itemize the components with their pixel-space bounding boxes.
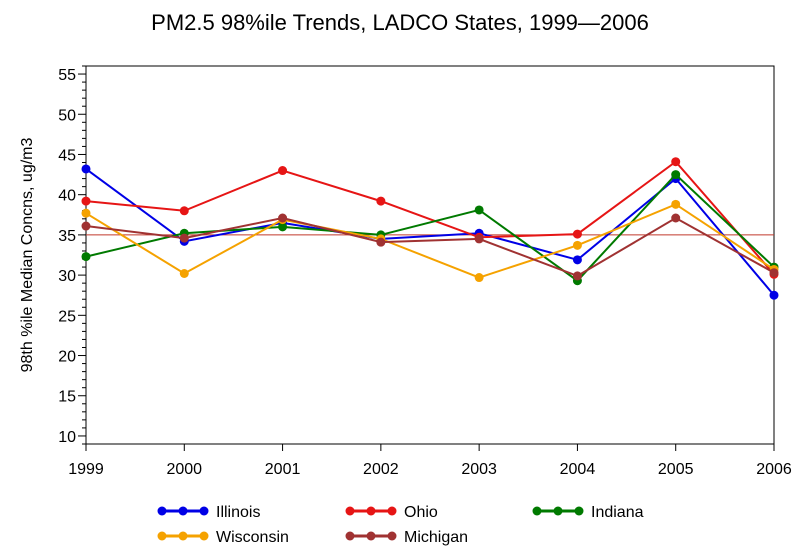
y-tick-label: 15 [58, 389, 76, 406]
legend-item-indiana: Indiana [532, 504, 644, 521]
plot-area [85, 65, 775, 445]
data-point-illinois [769, 290, 779, 300]
data-point-wisconsin [81, 208, 91, 218]
legend-marker [157, 506, 167, 516]
series-line-ohio [85, 160, 775, 275]
data-point-michigan [376, 237, 386, 247]
legend-item-ohio: Ohio [345, 504, 438, 521]
x-tick-label: 2001 [265, 461, 301, 478]
data-point-ohio [572, 229, 582, 239]
series-line-wisconsin [85, 203, 775, 279]
data-point-wisconsin [671, 199, 681, 209]
legend-marker [178, 531, 188, 541]
x-tick-label: 2004 [560, 461, 596, 478]
y-minor-ticks [78, 65, 86, 445]
y-tick-label: 20 [58, 349, 76, 366]
legend-marker [387, 506, 397, 516]
legend-marker [345, 506, 355, 516]
legend-label: Wisconsin [216, 529, 289, 546]
x-tick-label: 2002 [363, 461, 399, 478]
x-tick-label: 2000 [166, 461, 202, 478]
data-point-indiana [474, 205, 484, 215]
y-tick-label: 55 [58, 67, 76, 84]
data-point-indiana [81, 252, 91, 262]
data-point-wisconsin [572, 240, 582, 250]
legend-label: Illinois [216, 504, 260, 521]
legend-marker [345, 531, 355, 541]
data-point-michigan [572, 271, 582, 281]
data-point-indiana [278, 222, 288, 232]
y-tick-label: 25 [58, 308, 76, 325]
legend-marker [532, 506, 542, 516]
data-point-ohio [179, 206, 189, 216]
data-point-michigan [474, 234, 484, 244]
data-point-illinois [572, 255, 582, 265]
data-point-michigan [179, 233, 189, 243]
data-point-ohio [278, 166, 288, 176]
data-point-michigan [671, 213, 681, 223]
data-point-indiana [671, 170, 681, 180]
legend-label: Michigan [404, 529, 468, 546]
legend-label: Indiana [591, 504, 644, 521]
x-tick-label: 2003 [461, 461, 497, 478]
x-tick-label: 1999 [68, 461, 104, 478]
x-axis: 1999 2000 2001 2002 2003 2004 2005 2006 [68, 444, 792, 478]
data-point-ohio [81, 196, 91, 206]
series-line-michigan [85, 216, 775, 278]
chart-title: PM2.5 98%ile Trends, LADCO States, 1999—… [151, 10, 649, 35]
data-point-michigan [769, 268, 779, 278]
y-tick-label: 40 [58, 188, 76, 205]
series-michigan [81, 213, 779, 281]
legend-marker [553, 506, 563, 516]
data-point-wisconsin [474, 273, 484, 283]
legend-item-michigan: Michigan [345, 529, 468, 546]
legend: Illinois Ohio Indiana Wisconsin Michigan [157, 504, 644, 546]
series-indiana [81, 170, 779, 286]
data-point-wisconsin [179, 268, 189, 278]
data-point-michigan [278, 213, 288, 223]
legend-item-illinois: Illinois [157, 504, 260, 521]
data-point-illinois [81, 164, 91, 174]
x-tick-label: 2005 [658, 461, 694, 478]
x-tick-label: 2006 [756, 461, 792, 478]
legend-marker [178, 506, 188, 516]
y-tick-label: 50 [58, 107, 76, 124]
legend-marker [157, 531, 167, 541]
legend-marker [366, 531, 376, 541]
legend-marker [387, 531, 397, 541]
y-tick-label: 35 [58, 228, 76, 245]
series-line-indiana [85, 173, 775, 283]
legend-label: Ohio [404, 504, 438, 521]
legend-marker [199, 506, 209, 516]
y-tick-label: 30 [58, 268, 76, 285]
legend-marker [366, 506, 376, 516]
data-point-ohio [671, 157, 681, 167]
data-point-michigan [81, 221, 91, 231]
series-layer [81, 157, 779, 300]
data-point-ohio [376, 196, 386, 206]
legend-item-wisconsin: Wisconsin [157, 529, 289, 546]
legend-marker [199, 531, 209, 541]
legend-marker [574, 506, 584, 516]
y-tick-label: 45 [58, 147, 76, 164]
y-axis-label: 98th %ile Median Concns, ug/m3 [19, 138, 36, 373]
y-tick-label: 10 [58, 429, 76, 446]
y-axis: 10 15 20 25 30 35 40 45 50 55 [58, 67, 76, 446]
